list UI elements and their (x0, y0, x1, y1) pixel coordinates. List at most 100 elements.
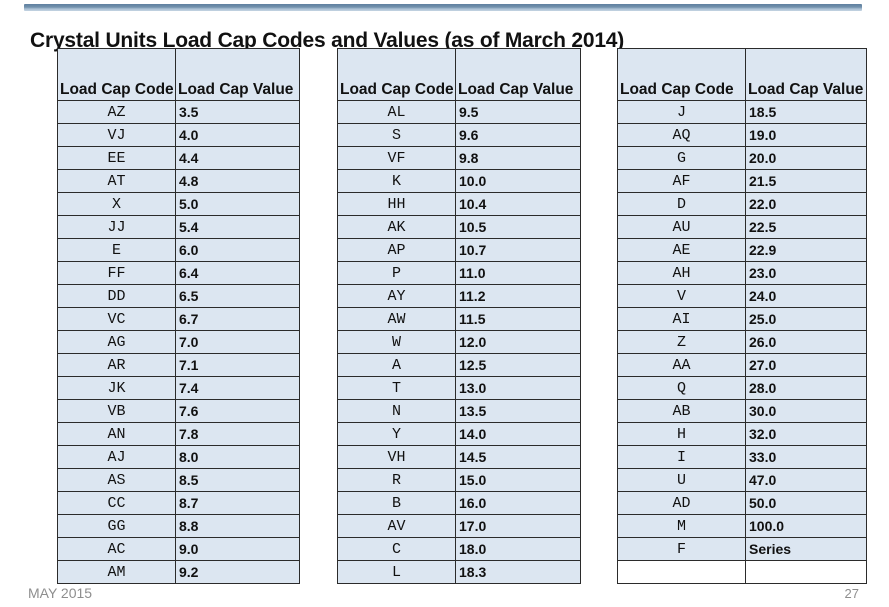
table-row: B 16.0 (337, 491, 581, 515)
load-cap-code-cell: AF (617, 169, 746, 193)
load-cap-code-cell: AV (337, 514, 456, 538)
load-cap-code-cell: FF (57, 261, 176, 285)
load-cap-code-cell: C (337, 537, 456, 561)
load-cap-code-cell: AK (337, 215, 456, 239)
load-cap-value-cell: 7.8 (175, 422, 300, 446)
load-cap-code-cell: F (617, 537, 746, 561)
column-header-value: Load Cap Value (745, 48, 867, 101)
table-row: VJ 4.0 (57, 123, 300, 147)
load-cap-value-cell: 16.0 (455, 491, 581, 515)
load-cap-code-cell: AM (57, 560, 176, 584)
load-cap-value-cell: 4.8 (175, 169, 300, 193)
load-cap-value-cell: 18.0 (455, 537, 581, 561)
load-cap-code-cell: I (617, 445, 746, 469)
load-cap-value-cell: 9.5 (455, 100, 581, 124)
load-cap-value-cell: 9.8 (455, 146, 581, 170)
load-cap-value-cell: 13.0 (455, 376, 581, 400)
table-row: I 33.0 (617, 445, 867, 469)
table-row: AP 10.7 (337, 238, 581, 262)
load-cap-value-cell: 18.5 (745, 100, 867, 124)
load-cap-code-cell: Z (617, 330, 746, 354)
load-cap-code-cell: AY (337, 284, 456, 308)
table-row: AY 11.2 (337, 284, 581, 308)
load-cap-code-cell: AT (57, 169, 176, 193)
load-cap-code-cell: DD (57, 284, 176, 308)
header-row: Load Cap Code Load Cap Value (337, 48, 581, 101)
load-cap-value-cell: 33.0 (745, 445, 867, 469)
load-cap-code-cell: AP (337, 238, 456, 262)
table-row (617, 560, 867, 584)
load-cap-value-cell: 7.4 (175, 376, 300, 400)
table-row: AC 9.0 (57, 537, 300, 561)
table-row: G 20.0 (617, 146, 867, 170)
load-cap-value-cell: 10.7 (455, 238, 581, 262)
load-cap-value-cell: 11.0 (455, 261, 581, 285)
accent-divider-bar (24, 4, 862, 11)
load-cap-value-cell: 15.0 (455, 468, 581, 492)
load-cap-code-cell: A (337, 353, 456, 377)
load-cap-code-cell: VC (57, 307, 176, 331)
table-row: AD 50.0 (617, 491, 867, 515)
load-cap-code-cell: GG (57, 514, 176, 538)
table-row: AZ 3.5 (57, 100, 300, 124)
table-row: S 9.6 (337, 123, 581, 147)
table-row: AQ 19.0 (617, 123, 867, 147)
column-header-code: Load Cap Code (337, 48, 456, 101)
table-row: HH 10.4 (337, 192, 581, 216)
table-row: L 18.3 (337, 560, 581, 584)
load-cap-code-cell: AC (57, 537, 176, 561)
load-cap-value-cell: 14.0 (455, 422, 581, 446)
table-row: AF 21.5 (617, 169, 867, 193)
table-row: M 100.0 (617, 514, 867, 538)
load-cap-code-cell: L (337, 560, 456, 584)
table-row: E 6.0 (57, 238, 300, 262)
load-cap-code-cell: X (57, 192, 176, 216)
load-cap-value-cell: 22.9 (745, 238, 867, 262)
load-cap-value-cell: 8.0 (175, 445, 300, 469)
load-cap-code-cell: AS (57, 468, 176, 492)
table-row: K 10.0 (337, 169, 581, 193)
load-cap-value-cell: 6.7 (175, 307, 300, 331)
load-cap-code-cell: AZ (57, 100, 176, 124)
load-cap-code-cell: V (617, 284, 746, 308)
load-cap-code-cell: VH (337, 445, 456, 469)
column-header-code: Load Cap Code (617, 48, 746, 101)
load-cap-value-cell: 14.5 (455, 445, 581, 469)
table-row: P 11.0 (337, 261, 581, 285)
load-cap-value-cell: 20.0 (745, 146, 867, 170)
table-row: A 12.5 (337, 353, 581, 377)
load-cap-code-cell: G (617, 146, 746, 170)
table-row: AG 7.0 (57, 330, 300, 354)
load-cap-value-cell: 9.0 (175, 537, 300, 561)
load-cap-value-cell: 8.5 (175, 468, 300, 492)
table-row: Q 28.0 (617, 376, 867, 400)
table-row: EE 4.4 (57, 146, 300, 170)
load-cap-code-cell: AH (617, 261, 746, 285)
load-cap-table-3: Load Cap Code Load Cap Value J 18.5 AQ 19.0… (617, 48, 867, 584)
load-cap-value-cell: 26.0 (745, 330, 867, 354)
table-row: AB 30.0 (617, 399, 867, 423)
load-cap-code-cell: AN (57, 422, 176, 446)
load-cap-code-cell: Q (617, 376, 746, 400)
page-title: Crystal Units Load Cap Codes and Values … (30, 29, 625, 53)
load-cap-code-cell: VB (57, 399, 176, 423)
load-cap-value-cell: 6.5 (175, 284, 300, 308)
table-row: DD 6.5 (57, 284, 300, 308)
load-cap-value-cell: 13.5 (455, 399, 581, 423)
load-cap-code-cell: D (617, 192, 746, 216)
load-cap-code-cell: K (337, 169, 456, 193)
load-cap-value-cell: 11.2 (455, 284, 581, 308)
table-row: AS 8.5 (57, 468, 300, 492)
table-row: J 18.5 (617, 100, 867, 124)
load-cap-code-cell: E (57, 238, 176, 262)
load-cap-code-cell: AQ (617, 123, 746, 147)
table-row: AT 4.8 (57, 169, 300, 193)
load-cap-code-cell: VJ (57, 123, 176, 147)
load-cap-value-cell: 12.0 (455, 330, 581, 354)
load-cap-value-cell: 19.0 (745, 123, 867, 147)
footer-date: MAY 2015 (28, 585, 93, 601)
column-header-value: Load Cap Value (455, 48, 581, 101)
table-row: X 5.0 (57, 192, 300, 216)
load-cap-value-cell: 47.0 (745, 468, 867, 492)
